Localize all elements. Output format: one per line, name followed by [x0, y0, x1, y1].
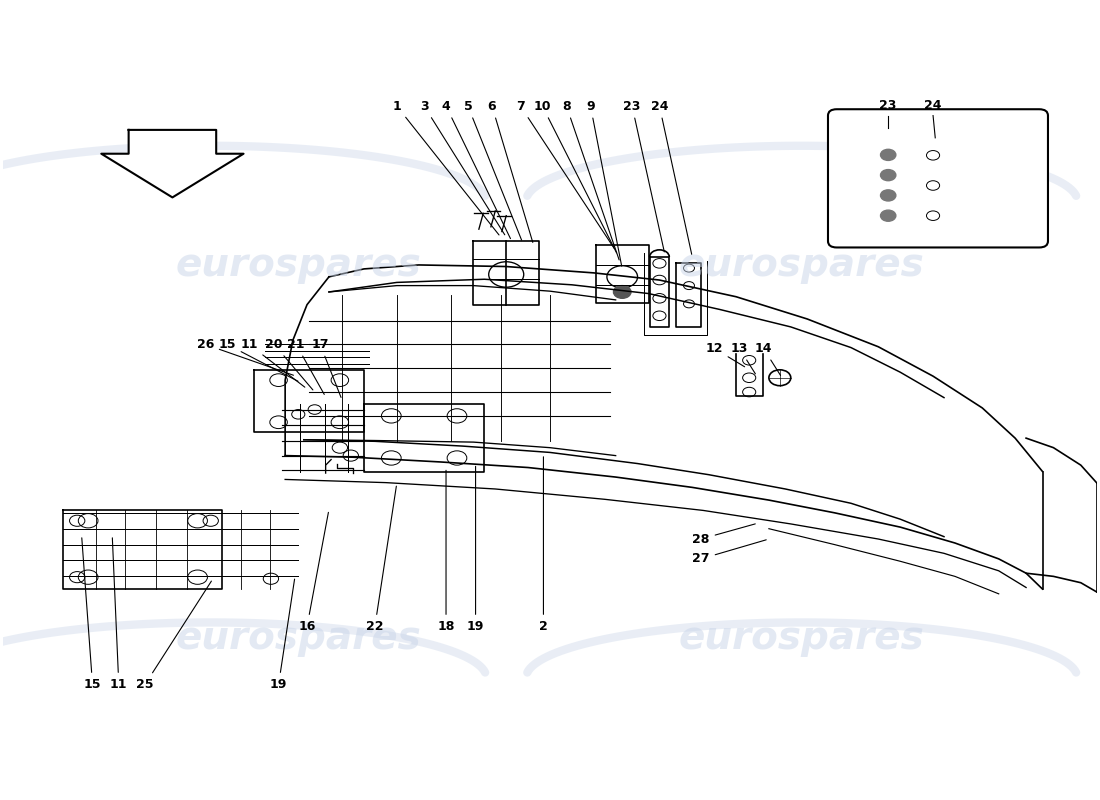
- Text: 10: 10: [534, 99, 617, 253]
- Text: eurospares: eurospares: [679, 619, 925, 658]
- Text: 6: 6: [487, 99, 532, 242]
- Text: eurospares: eurospares: [679, 246, 925, 284]
- Text: 21: 21: [287, 338, 324, 394]
- Text: 12: 12: [705, 342, 745, 366]
- Text: 18: 18: [438, 470, 454, 633]
- Text: 23: 23: [624, 99, 664, 252]
- Text: 13: 13: [730, 342, 756, 374]
- Circle shape: [880, 170, 895, 181]
- Text: 15: 15: [219, 338, 298, 382]
- Text: 24: 24: [924, 99, 942, 113]
- Text: 9: 9: [586, 99, 622, 266]
- Text: 14: 14: [755, 342, 781, 375]
- Polygon shape: [101, 130, 243, 198]
- Text: 2: 2: [539, 457, 548, 633]
- Text: 8: 8: [562, 99, 619, 260]
- Text: eurospares: eurospares: [175, 619, 421, 658]
- Text: 16: 16: [298, 512, 329, 633]
- Text: 23: 23: [880, 99, 896, 113]
- Text: 4: 4: [442, 99, 510, 238]
- Circle shape: [880, 190, 895, 201]
- Text: 27: 27: [692, 540, 767, 566]
- Text: 20: 20: [265, 338, 312, 390]
- Text: 19: 19: [270, 579, 295, 691]
- Text: 28: 28: [692, 524, 756, 546]
- Text: 17: 17: [311, 338, 341, 398]
- Text: 11: 11: [240, 338, 305, 387]
- Text: eurospares: eurospares: [175, 246, 421, 284]
- Circle shape: [880, 210, 895, 222]
- Text: 19: 19: [466, 466, 484, 633]
- Text: 15: 15: [81, 538, 101, 691]
- Text: 22: 22: [366, 486, 396, 633]
- Circle shape: [614, 286, 631, 298]
- Text: 24: 24: [651, 99, 692, 254]
- Text: 7: 7: [516, 99, 614, 248]
- Text: 5: 5: [463, 99, 521, 240]
- Text: 25: 25: [136, 581, 211, 691]
- Circle shape: [880, 150, 895, 161]
- Text: 1: 1: [393, 99, 499, 235]
- FancyBboxPatch shape: [828, 110, 1048, 247]
- Text: 3: 3: [420, 99, 505, 234]
- Text: 11: 11: [110, 538, 128, 691]
- Text: 26: 26: [197, 338, 294, 375]
